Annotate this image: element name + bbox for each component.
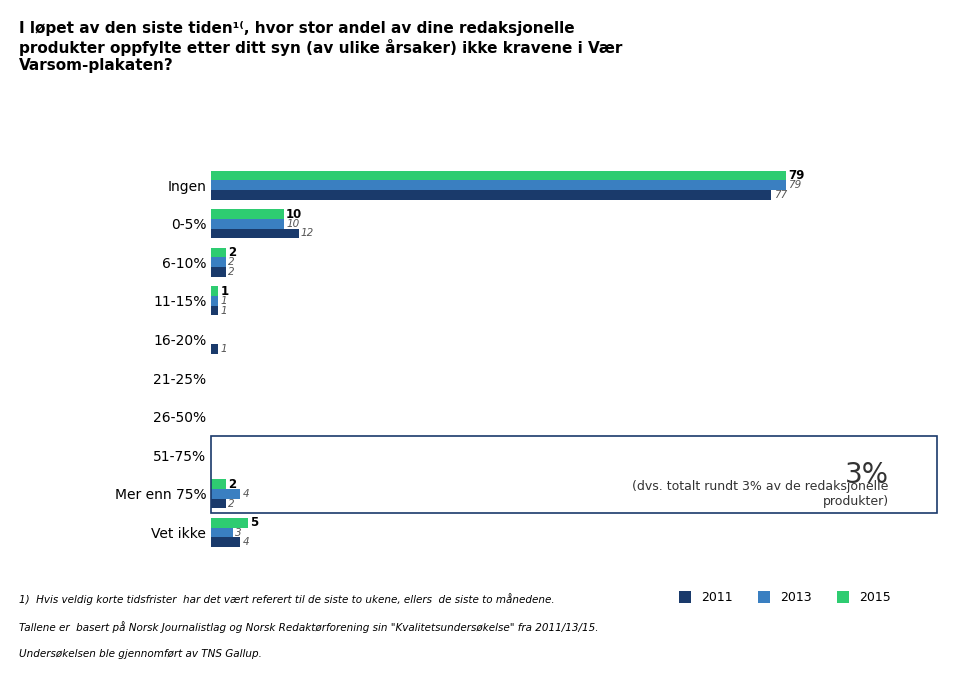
Bar — [211, 306, 219, 315]
Text: 2: 2 — [228, 267, 234, 277]
Bar — [211, 518, 248, 528]
Text: 4: 4 — [243, 537, 249, 547]
Text: 12: 12 — [300, 228, 314, 238]
Bar — [211, 267, 226, 277]
Text: 77: 77 — [774, 190, 787, 199]
Text: 1)  Hvis veldig korte tidsfrister  har det vært referert til de siste to ukene, : 1) Hvis veldig korte tidsfrister har det… — [19, 593, 555, 605]
Text: 5: 5 — [250, 516, 258, 529]
Text: 2: 2 — [228, 477, 236, 491]
Bar — [211, 209, 284, 219]
Text: 79: 79 — [788, 180, 802, 190]
Bar — [211, 344, 219, 354]
Text: Tallene er  basert på Norsk Journalistlag og Norsk Redaktørforening sin "Kvalite: Tallene er basert på Norsk Journalistlag… — [19, 621, 599, 633]
Bar — [211, 499, 226, 509]
Bar — [211, 528, 233, 538]
Bar — [211, 190, 772, 199]
Text: (dvs. totalt rundt 3% av de redaksjonelle
produkter): (dvs. totalt rundt 3% av de redaksjonell… — [633, 480, 889, 508]
Bar — [211, 219, 284, 228]
Text: 1: 1 — [221, 285, 228, 298]
Legend: 2011, 2013, 2015: 2011, 2013, 2015 — [674, 586, 896, 609]
Text: 1: 1 — [221, 296, 228, 306]
Text: 10: 10 — [286, 208, 302, 221]
Text: 2: 2 — [228, 257, 234, 267]
Text: 1: 1 — [221, 344, 228, 354]
Bar — [211, 180, 786, 190]
Bar — [211, 538, 240, 547]
Text: 3: 3 — [235, 528, 242, 538]
Text: 10: 10 — [286, 219, 300, 228]
Bar — [211, 228, 299, 238]
Bar — [211, 296, 219, 306]
Bar — [211, 489, 240, 499]
Text: 1: 1 — [221, 306, 228, 315]
Bar — [211, 480, 226, 489]
Text: Undersøkelsen ble gjennomført av TNS Gallup.: Undersøkelsen ble gjennomført av TNS Gal… — [19, 649, 262, 658]
Text: I løpet av den siste tiden¹⁽, hvor stor andel av dine redaksjonelle
produkter op: I løpet av den siste tiden¹⁽, hvor stor … — [19, 21, 623, 73]
Text: 79: 79 — [788, 169, 804, 182]
Text: 2: 2 — [228, 246, 236, 259]
Bar — [211, 257, 226, 267]
Text: 4: 4 — [243, 489, 249, 499]
Bar — [211, 248, 226, 257]
Bar — [211, 286, 219, 296]
Text: 2: 2 — [228, 499, 234, 509]
Text: 3%: 3% — [845, 461, 889, 489]
Bar — [211, 170, 786, 180]
